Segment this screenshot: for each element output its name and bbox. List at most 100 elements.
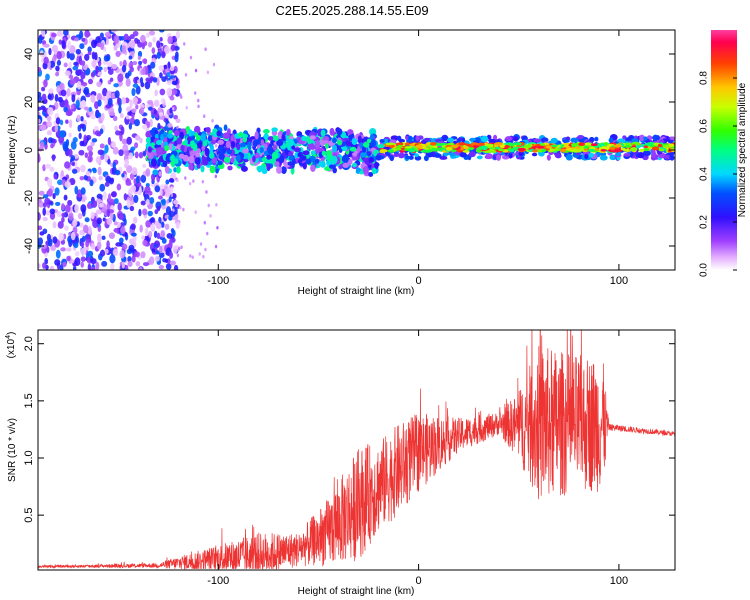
- spectrogram-blob: [271, 151, 279, 160]
- spectrogram-blob: [54, 187, 60, 196]
- spectrogram-blob: [121, 138, 128, 145]
- spectrogram-blob: [57, 96, 63, 103]
- spectrogram-blob: [142, 150, 147, 157]
- spectrogram-blob: [600, 148, 607, 152]
- spectrogram-blob: [101, 235, 106, 240]
- spectrogram-blob: [126, 199, 131, 209]
- spectrogram-blob: [210, 138, 217, 145]
- spectrogram-blob: [159, 72, 163, 79]
- spectrogram-blob: [433, 153, 442, 158]
- spectrogram-blob: [200, 133, 206, 142]
- spectrogram-blob: [109, 254, 116, 264]
- spectrogram-blob: [65, 119, 69, 124]
- spectrogram-blob: [38, 118, 41, 124]
- spectrogram-blob: [76, 114, 81, 122]
- spectrogram-blob: [390, 135, 399, 141]
- spectrogram-y-tick-label: -20: [23, 190, 35, 206]
- snr-panel: -100 0 100 0.5 1.0 1.5 2.0 Height of straight…: [5, 329, 676, 597]
- spectrogram-blob: [531, 152, 538, 157]
- spectrogram-blob: [106, 209, 111, 218]
- spectrogram-blob: [205, 190, 208, 194]
- spectrogram-blob: [207, 203, 210, 208]
- spectrogram-blob: [352, 162, 357, 168]
- spectrogram-blob: [550, 144, 559, 148]
- spectrogram-blob: [169, 210, 176, 217]
- spectrogram-blob: [111, 63, 118, 70]
- spectrogram-blob: [669, 154, 675, 161]
- spectrogram-blob: [116, 97, 121, 105]
- snr-x-tick-label: 0: [416, 575, 422, 587]
- spectrogram-blob: [55, 65, 60, 72]
- snr-y-tick-label: 1.0: [23, 450, 35, 465]
- colorbar-tick-label: 0.6: [699, 119, 710, 133]
- spectrogram-blob: [125, 181, 132, 186]
- spectrogram-y-tick-label: 0: [23, 147, 35, 153]
- spectrogram-blob: [496, 154, 502, 161]
- snr-x-tick-label: -100: [207, 575, 229, 587]
- spectrogram-blob: [163, 46, 170, 55]
- spectrogram-blob: [69, 52, 75, 61]
- spectrogram-blob: [424, 147, 430, 151]
- spectrogram-blob: [80, 115, 84, 122]
- spectrogram-blob: [90, 258, 97, 265]
- spectrogram-blob: [161, 51, 166, 59]
- spectrogram-blob: [211, 156, 217, 164]
- snr-y-tick-label: 0.5: [23, 507, 35, 522]
- spectrogram-blob: [66, 255, 71, 262]
- spectrogram-blob: [142, 239, 148, 246]
- spectrogram-blob: [81, 37, 86, 42]
- spectrogram-blob: [247, 143, 252, 151]
- spectrogram-blob: [588, 152, 594, 158]
- spectrogram-blob: [320, 129, 326, 137]
- spectrogram-blob: [108, 177, 114, 185]
- spectrogram-blob: [67, 40, 72, 50]
- spectrogram-blob: [64, 180, 71, 188]
- spectrogram-blob: [104, 144, 109, 154]
- spectrogram-blob: [167, 68, 171, 72]
- spectrogram-blob: [43, 43, 50, 48]
- snr-x-tick-label: 100: [610, 575, 628, 587]
- spectrogram-blob: [127, 260, 133, 267]
- spectrogram-blob: [133, 194, 139, 204]
- spectrogram-blob: [70, 231, 76, 241]
- spectrogram-blob: [161, 238, 167, 244]
- spectrogram-blob: [139, 137, 143, 144]
- spectrogram-blob: [160, 98, 165, 104]
- spectrogram-blob: [332, 144, 338, 153]
- spectrogram-blob: [139, 104, 145, 109]
- spectrogram-blob: [126, 136, 133, 145]
- spectrogram-blob: [60, 89, 67, 97]
- spectrogram-blob: [47, 107, 54, 116]
- spectrogram-blob: [91, 51, 96, 60]
- spectrogram-blob: [239, 142, 246, 148]
- spectrogram-blob: [167, 36, 174, 45]
- spectrogram-blob: [97, 149, 104, 156]
- spectrogram-blob: [107, 136, 112, 146]
- spectrogram-blob: [179, 205, 182, 210]
- spectrogram-blob: [124, 158, 130, 167]
- spectrogram-blob: [536, 145, 545, 149]
- spectrogram-blob: [189, 150, 196, 157]
- spectrogram-blob: [143, 58, 148, 65]
- spectrogram-blob: [131, 254, 136, 263]
- spectrogram-blob: [291, 145, 296, 150]
- snr-scale-exp: 4: [5, 335, 12, 339]
- spectrogram-blob: [128, 55, 133, 60]
- spectrogram-blob: [41, 40, 47, 45]
- spectrogram-blob: [152, 169, 159, 176]
- spectrogram-blob: [151, 248, 156, 253]
- spectrogram-blob: [47, 94, 52, 100]
- spectrogram-blob: [451, 149, 457, 153]
- spectrogram-blob: [87, 263, 92, 270]
- spectrogram-blob: [42, 106, 47, 113]
- spectrogram-blob: [95, 156, 102, 164]
- spectrogram-blob: [119, 250, 125, 259]
- spectrogram-blob: [408, 155, 414, 160]
- spectrogram-blob: [170, 228, 175, 234]
- spectrogram-blob: [241, 165, 248, 172]
- spectrogram-blob: [120, 226, 126, 235]
- spectrogram-blob: [73, 61, 79, 66]
- spectrogram-blob: [145, 220, 151, 228]
- spectrogram-blob: [80, 261, 84, 268]
- spectrogram-blob: [118, 149, 124, 157]
